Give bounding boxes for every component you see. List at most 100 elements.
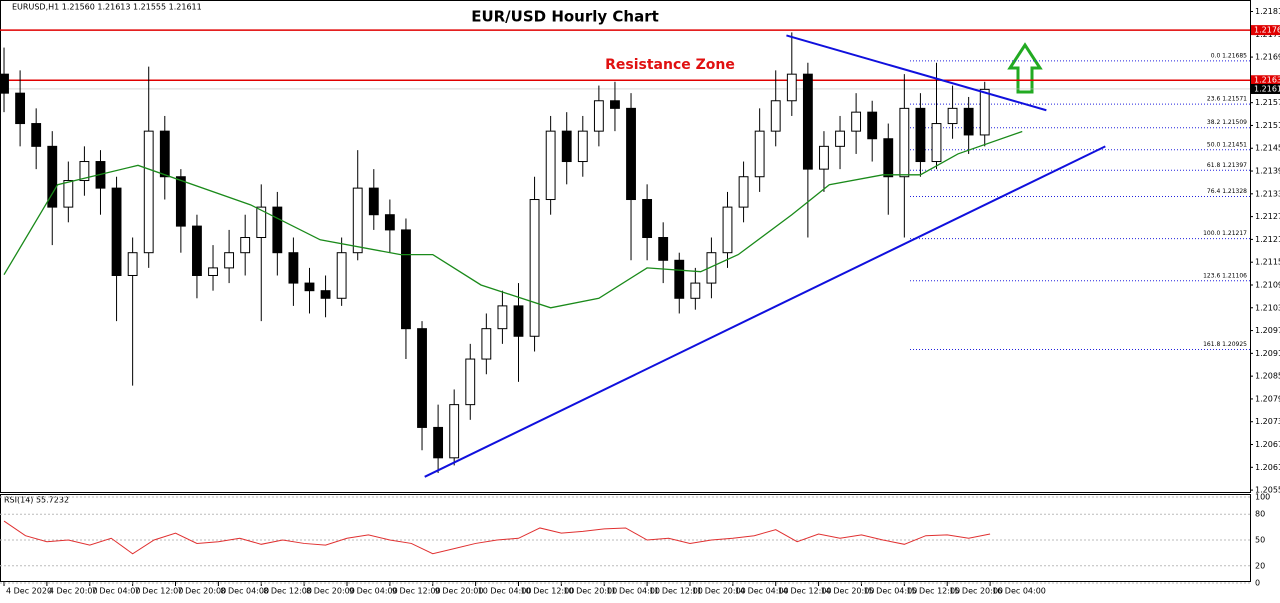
candle-body	[577, 130, 588, 163]
fib-label: 100.0 1.21217	[1203, 230, 1247, 237]
rsi-tick-label: 50	[1255, 536, 1265, 545]
y-tick-label: 1.21395	[1255, 167, 1280, 176]
candle-body	[674, 259, 685, 299]
y-tick-label: 1.20855	[1255, 372, 1280, 381]
candle-body	[47, 145, 58, 208]
candle-body	[770, 100, 781, 132]
fib-label: 23.6 1.21571	[1207, 96, 1247, 103]
y-tick-label: 1.20975	[1255, 326, 1280, 335]
trendline	[786, 34, 1047, 112]
rsi-label: RSI(14) 55.7232	[4, 496, 69, 505]
candle-body	[159, 130, 170, 178]
x-tick-label: 7 Dec 12:00	[135, 587, 184, 596]
x-tick-label: 4 Dec 2020	[6, 587, 52, 596]
price-tag-label: 1.21634	[1254, 76, 1280, 85]
x-tick-label: 7 Dec 04:00	[92, 587, 141, 596]
fib-label: 50.0 1.21451	[1207, 141, 1247, 148]
y-tick-label: 1.21095	[1255, 280, 1280, 289]
x-tick-label: 14 Dec 12:00	[778, 587, 832, 596]
candle-body	[561, 130, 572, 163]
candle-body	[175, 176, 186, 227]
candle-body	[802, 73, 813, 170]
candle-body	[915, 107, 926, 163]
annotation: Resistance Zone	[605, 57, 735, 73]
candle-body	[851, 111, 862, 132]
x-tick-label: 11 Dec 20:00	[692, 587, 746, 596]
candle-body	[706, 252, 717, 284]
price-tag-label: 1.21766	[1254, 26, 1280, 35]
candle-body	[931, 123, 942, 163]
x-tick-label: 8 Dec 04:00	[220, 587, 269, 596]
fib-label: 0.0 1.21685	[1211, 52, 1247, 59]
candle-body	[513, 305, 524, 337]
rsi-tick-label: 80	[1255, 510, 1265, 519]
y-tick-label: 1.20915	[1255, 349, 1280, 358]
candle-body	[368, 187, 379, 216]
candle-body	[384, 214, 395, 231]
rsi-tick-label: 0	[1255, 579, 1260, 588]
y-tick-label: 1.21215	[1255, 235, 1280, 244]
chart-title: EUR/USD Hourly Chart	[471, 8, 659, 26]
candle-body	[320, 290, 331, 299]
candle-body	[481, 328, 492, 360]
y-tick-label: 1.20795	[1255, 394, 1280, 403]
candle-body	[545, 130, 556, 201]
x-tick-label: 10 Dec 04:00	[478, 587, 532, 596]
candle-body	[143, 130, 154, 254]
trendline	[424, 145, 1106, 478]
y-tick-label: 1.21335	[1255, 189, 1280, 198]
candle-body	[224, 252, 235, 269]
header: EURUSD,H1 1.21560 1.21613 1.21555 1.2161…	[12, 3, 202, 12]
x-tick-label: 14 Dec 04:00	[735, 587, 789, 596]
candle-body	[288, 252, 299, 284]
candle-body	[754, 130, 765, 178]
x-tick-label: 9 Dec 12:00	[392, 587, 441, 596]
fib-label: 76.4 1.21328	[1207, 188, 1247, 195]
y-tick-label: 1.21275	[1255, 212, 1280, 221]
candle-body	[465, 358, 476, 406]
candle-body	[658, 237, 669, 261]
rsi-line	[3, 520, 991, 555]
candle-body	[111, 187, 122, 276]
x-tick-label: 10 Dec 20:00	[563, 587, 617, 596]
x-tick-label: 15 Dec 20:00	[949, 587, 1003, 596]
moving-average	[3, 130, 1023, 309]
candle-body	[401, 229, 411, 330]
candle-body	[497, 305, 508, 330]
x-tick-label: 11 Dec 04:00	[606, 587, 660, 596]
price-tag	[1251, 25, 1280, 36]
y-tick-label: 1.20735	[1255, 417, 1280, 426]
candle-body	[899, 107, 910, 178]
x-tick-label: 9 Dec 20:00	[435, 587, 484, 596]
candle-body	[256, 206, 267, 239]
rsi-tick-label: 100	[1255, 493, 1270, 502]
candle-body	[593, 100, 604, 132]
price-pane	[0, 0, 1251, 493]
fib-label: 38.2 1.21509	[1207, 119, 1247, 126]
x-tick-label: 8 Dec 12:00	[263, 587, 312, 596]
y-tick-label: 1.21035	[1255, 303, 1280, 312]
candle-body	[336, 252, 347, 299]
candle-body	[610, 100, 620, 109]
x-tick-label: 8 Dec 20:00	[306, 587, 355, 596]
candle-body	[272, 206, 283, 254]
candle-body	[835, 130, 845, 147]
x-tick-label: 14 Dec 20:00	[821, 587, 875, 596]
x-tick-label: 7 Dec 20:00	[178, 587, 227, 596]
candle-body	[642, 199, 653, 239]
y-tick-label: 1.21515	[1255, 121, 1280, 130]
y-tick-label: 1.21455	[1255, 144, 1280, 153]
candle-body	[79, 161, 90, 182]
y-tick-label: 1.20615	[1255, 463, 1280, 472]
y-tick-label: 1.20555	[1255, 486, 1280, 495]
candle-body	[529, 199, 540, 337]
candle-body	[192, 225, 202, 276]
candle-body	[786, 73, 797, 102]
candle-body	[867, 111, 878, 140]
candle-body	[433, 426, 444, 459]
candle-body	[626, 107, 636, 201]
candle-body	[127, 252, 138, 276]
x-tick-label: 4 Dec 20:00	[49, 587, 98, 596]
y-tick-label: 1.21575	[1255, 98, 1280, 107]
y-tick-label: 1.21695	[1255, 53, 1280, 62]
